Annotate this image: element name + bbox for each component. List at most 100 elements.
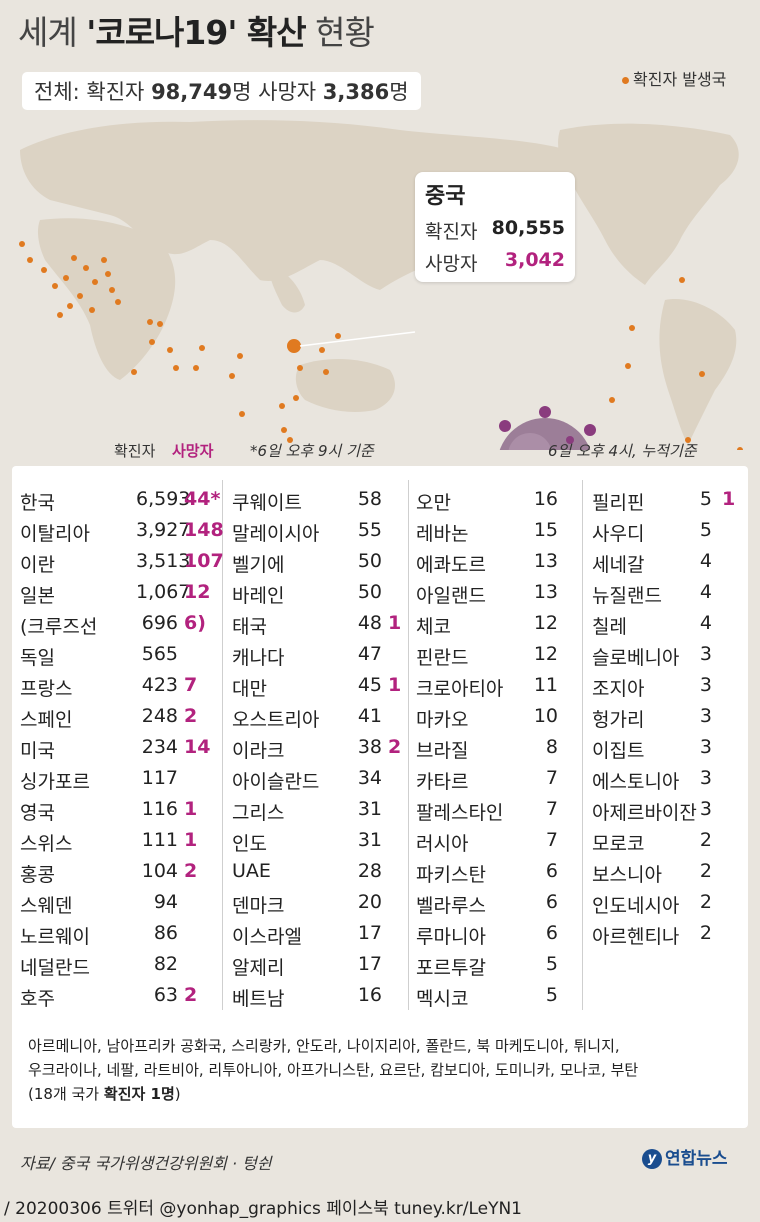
table-cell-confirmed: 248 [141, 705, 178, 727]
table-cell-confirmed: 6 [545, 922, 558, 944]
table-cell-country: 인도네시아 [592, 895, 680, 917]
table-cell-confirmed: 11 [533, 674, 558, 696]
table-cell-confirmed: 3 [699, 643, 712, 665]
table-cell-country: 팔레스타인 [416, 802, 504, 824]
table-cell-country: (크루즈선 [20, 616, 98, 638]
table-cell-confirmed: 12 [533, 643, 558, 665]
table-cell-confirmed: 3,927 [136, 519, 191, 541]
table-cell-confirmed: 86 [153, 922, 178, 944]
table-cell-confirmed: 48 [357, 612, 382, 634]
table-cell-country: 크로아티아 [416, 678, 504, 700]
table-cell-country: UAE [232, 860, 271, 882]
table-cell-country: 한국 [20, 492, 55, 514]
table-cell-country: 칠레 [592, 616, 627, 638]
table-cell-country: 일본 [20, 585, 55, 607]
table-cell-confirmed: 2 [699, 891, 712, 913]
table-cell-country: 조지아 [592, 678, 645, 700]
indochina-landmass [269, 265, 305, 313]
table-cell-country: 스페인 [20, 709, 73, 731]
table-cell-confirmed: 5 [545, 953, 558, 975]
table-cell-confirmed: 12 [533, 612, 558, 634]
table-cell-confirmed: 3 [699, 767, 712, 789]
table-cell-country: 알제리 [232, 957, 285, 979]
table-cell-confirmed: 17 [357, 953, 382, 975]
table-cell-confirmed: 4 [699, 612, 712, 634]
note-cumulative: 6일 오후 4시, 누적기준 [548, 442, 697, 460]
table-cell-country: 스위스 [20, 833, 73, 855]
table-cell-confirmed: 31 [357, 798, 382, 820]
table-cell-confirmed: 234 [141, 736, 178, 758]
table-cell-country: 사우디 [592, 523, 645, 545]
table-cell-confirmed: 7 [545, 798, 558, 820]
header-deaths: 사망자 [172, 442, 214, 460]
table-cell-deaths: 2 [184, 984, 198, 1006]
table-cell-country: 아일랜드 [416, 585, 486, 607]
table-cell-country: 베트남 [232, 988, 285, 1010]
table-cell-confirmed: 20 [357, 891, 382, 913]
legend-dot-icon [622, 77, 629, 84]
column-divider [408, 480, 409, 1010]
table-cell-confirmed: 13 [533, 581, 558, 603]
table-cell-confirmed: 2 [699, 829, 712, 851]
footer-credits: / 20200306 트위터 @yonhap_graphics 페이스북 tun… [4, 1199, 522, 1219]
table-cell-confirmed: 5 [699, 519, 712, 541]
table-cell-country: 홍콩 [20, 864, 55, 886]
table-cell-country: 오스트리아 [232, 709, 320, 731]
north-america-landmass [558, 123, 739, 285]
totals-confirmed: 98,749 [151, 80, 233, 104]
china-deaths: 3,042 [504, 249, 565, 271]
table-cell-country: 이라크 [232, 740, 285, 762]
table-cell-deaths: 2 [388, 736, 402, 758]
table-cell-confirmed: 117 [141, 767, 178, 789]
table-cell-deaths: 1 [388, 674, 402, 696]
totals-summary: 전체: 확진자 98,749명 사망자 3,386명 [22, 72, 421, 110]
table-cell-confirmed: 55 [357, 519, 382, 541]
table-cell-country: 인도 [232, 833, 267, 855]
table-cell-country: 아르헨티나 [592, 926, 680, 948]
south-america-landmass [659, 299, 737, 445]
table-cell-confirmed: 94 [153, 891, 178, 913]
table-cell-country: 프랑스 [20, 678, 73, 700]
table-cell-confirmed: 3 [699, 736, 712, 758]
table-cell-confirmed: 4 [699, 550, 712, 572]
table-cell-deaths: 14 [184, 736, 211, 758]
table-cell-confirmed: 565 [141, 643, 178, 665]
table-cell-country: 필리핀 [592, 492, 645, 514]
table-cell-confirmed: 58 [357, 488, 382, 510]
table-cell-confirmed: 50 [357, 581, 382, 603]
table-cell-country: 벨라루스 [416, 895, 486, 917]
table-cell-country: 루마니아 [416, 926, 486, 948]
table-cell-country: 보스니아 [592, 864, 662, 886]
table-cell-country: 브라질 [416, 740, 469, 762]
china-name: 중국 [425, 184, 466, 209]
table-cell-deaths: 44* [184, 488, 221, 510]
table-cell-country: 모로코 [592, 833, 645, 855]
table-cell-confirmed: 104 [141, 860, 178, 882]
table-cell-country: 러시아 [416, 833, 469, 855]
table-cell-confirmed: 3,513 [136, 550, 191, 572]
table-cell-confirmed: 31 [357, 829, 382, 851]
table-cell-country: 영국 [20, 802, 55, 824]
table-cell-deaths: 7 [184, 674, 198, 696]
table-cell-confirmed: 4 [699, 581, 712, 603]
table-cell-country: 이스라엘 [232, 926, 302, 948]
table-cell-deaths: 1 [388, 612, 402, 634]
table-cell-country: 덴마크 [232, 895, 285, 917]
table-cell-confirmed: 6 [545, 891, 558, 913]
table-cell-confirmed: 6,593 [136, 488, 191, 510]
table-cell-country: 이탈리아 [20, 523, 90, 545]
table-cell-confirmed: 47 [357, 643, 382, 665]
totals-label: 전체: [34, 80, 80, 104]
table-cell-country: 아제르바이잔 [592, 802, 697, 824]
table-cell-country: 호주 [20, 988, 55, 1010]
virus-illustration [499, 406, 596, 450]
table-cell-country: 대만 [232, 678, 267, 700]
table-cell-confirmed: 45 [357, 674, 382, 696]
table-cell-confirmed: 3 [699, 705, 712, 727]
table-cell-country: 오만 [416, 492, 451, 514]
table-cell-deaths: 107 [184, 550, 224, 572]
china-confirmed-label: 확진자 [425, 221, 478, 243]
table-cell-confirmed: 8 [545, 736, 558, 758]
table-cell-country: 마카오 [416, 709, 469, 731]
table-cell-country: 그리스 [232, 802, 285, 824]
